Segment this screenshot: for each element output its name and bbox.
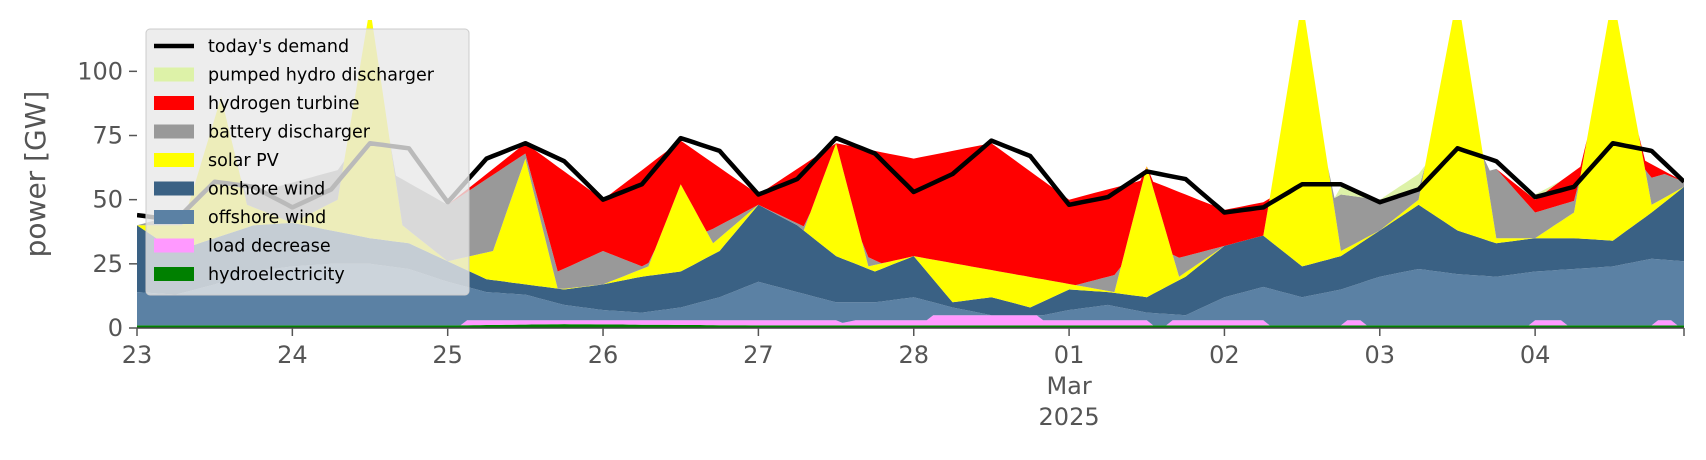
x-tick-label: 23 (122, 341, 153, 369)
legend-label: hydroelectricity (208, 265, 345, 285)
legend-box (145, 28, 470, 296)
y-tick-label: 50 (92, 186, 123, 214)
legend-swatch (154, 124, 194, 139)
area-hydroelectricity (137, 324, 1684, 328)
legend-swatch (154, 67, 194, 82)
y-tick-label: 0 (108, 314, 123, 342)
x-tick-label: 25 (432, 341, 463, 369)
y-tick-label: 25 (92, 250, 123, 278)
area-offshore-wind (137, 258, 1684, 326)
x-axis: 23 24 25 26 27 28 01 Mar 2025 02 03 04 (122, 328, 1685, 431)
y-tick-label: 75 (92, 122, 123, 150)
legend-swatch (154, 96, 194, 110)
legend-label: solar PV (208, 151, 279, 171)
x-tick-label: 04 (1520, 341, 1551, 369)
y-axis-title: power [GW] (19, 91, 52, 258)
area-hydrogen-turbine (137, 20, 1684, 286)
legend-swatch (154, 181, 194, 196)
x-tick-label: 27 (743, 341, 774, 369)
area-onshore-wind (137, 186, 1684, 316)
legend-label: offshore wind (208, 208, 326, 228)
y-tick-label: 100 (77, 57, 123, 85)
legend-swatch (154, 153, 194, 167)
x-tick-label: 03 (1365, 341, 1396, 369)
y-axis: 0 25 50 75 100 (77, 57, 137, 342)
legend-label: load decrease (208, 237, 331, 257)
legend-label: hydrogen turbine (208, 94, 360, 114)
x-tick-year-label: 2025 (1039, 403, 1100, 431)
x-tick-month-label: Mar (1046, 372, 1091, 400)
x-tick-label: 24 (277, 341, 308, 369)
legend: today's demand pumped hydro discharger hyd… (145, 28, 470, 296)
x-tick-label: 01 (1054, 341, 1085, 369)
legend-swatch (154, 210, 194, 224)
legend-label: battery discharger (208, 123, 371, 143)
legend-swatch (154, 238, 194, 253)
legend-swatch (154, 267, 194, 281)
x-tick-label: 28 (898, 341, 929, 369)
legend-label: today's demand (208, 37, 349, 57)
x-tick-label: 02 (1209, 341, 1240, 369)
x-tick-label: 26 (588, 341, 619, 369)
legend-label: onshore wind (208, 180, 325, 200)
stacked-areas (137, 20, 1684, 328)
area-solar-pv (137, 20, 1684, 308)
legend-label: pumped hydro discharger (208, 66, 435, 86)
